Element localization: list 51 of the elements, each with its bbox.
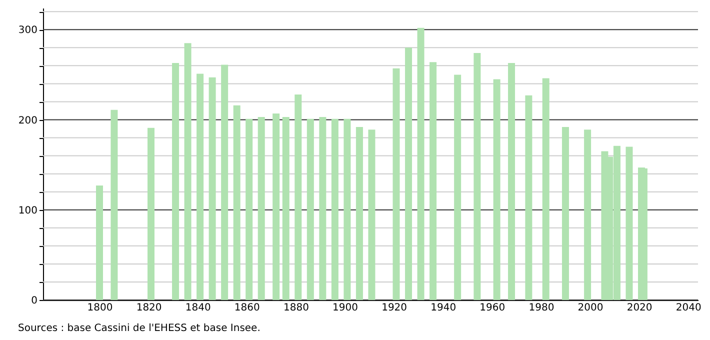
x-tick-label: 1860 [234,302,260,314]
bar [493,79,500,300]
bar [208,77,216,300]
y-tick-label: 200 [18,115,38,126]
bar [356,126,363,300]
bar [172,62,180,300]
bar [148,128,155,300]
x-tick-label: 2020 [626,302,652,314]
x-tick-label: 1820 [136,302,162,314]
y-tick-label: 0 [31,296,38,306]
x-tick-label: 2000 [578,302,604,314]
x-tick-label: 1800 [87,302,113,314]
y-tick-label: 100 [18,205,38,216]
bar [454,74,462,300]
bar [294,94,302,300]
source-note: Sources : base Cassini de l'EHESS et base Insee. [18,323,260,334]
bar [110,110,118,300]
x-tick-label: 1840 [185,302,211,314]
bar [258,117,265,300]
bar [272,113,280,300]
bar [508,62,516,300]
bar [196,74,204,300]
bar [626,146,633,300]
bar [562,126,569,300]
bar [584,130,592,300]
bar [368,130,376,300]
bar [430,62,437,300]
x-tick-label: 1900 [332,302,358,314]
bar [282,117,290,300]
bar [405,48,412,300]
y-tick-label: 300 [18,25,38,36]
bar [246,118,253,300]
bar [525,95,532,300]
bar [306,118,314,300]
bar [233,105,240,300]
bar [96,186,103,300]
bar [417,28,424,300]
x-tick-label: 1980 [528,302,554,314]
bar [221,64,228,300]
x-tick-label: 2040 [676,302,702,314]
bar [319,117,326,300]
bar [344,118,351,300]
x-tick-label: 1940 [430,302,456,314]
x-tick-label: 1880 [283,302,309,314]
x-tick-label: 1960 [480,302,506,314]
bar [331,118,338,300]
bar [474,53,481,300]
x-tick-label: 1920 [382,302,408,314]
bar [392,68,400,300]
bar [184,43,192,300]
bar [542,78,550,300]
